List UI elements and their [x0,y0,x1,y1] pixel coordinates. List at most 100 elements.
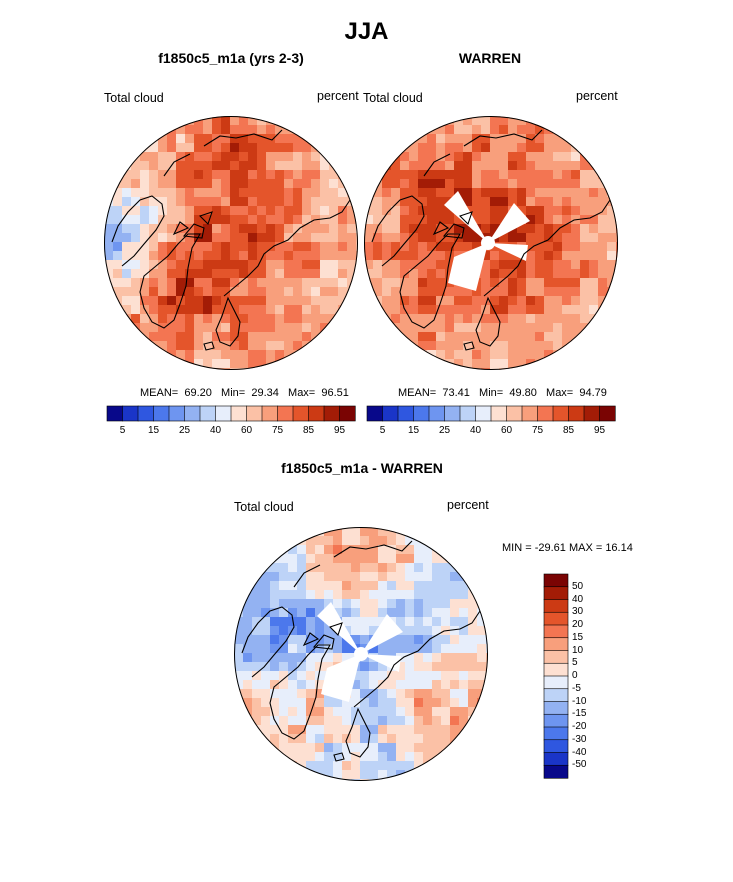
map-cell [315,545,325,555]
map-cell [499,305,509,315]
map-cell [360,770,370,780]
map-cell [589,260,599,270]
map-cell [535,188,545,198]
map-cell [526,197,536,207]
map-cell [544,233,554,243]
map-cell [490,350,500,360]
map-cell [378,743,388,753]
map-cell [342,527,352,537]
map-cell [450,680,460,690]
map-cell [320,251,330,261]
map-cell [526,269,536,279]
map-cell [535,125,545,135]
map-cell [517,197,527,207]
map-cell [400,251,410,261]
map-cell [598,287,608,297]
map-cell [562,197,572,207]
map-cell [315,644,325,654]
map-cell [535,242,545,252]
map-cell [544,215,554,225]
map-cell [387,608,397,618]
map-cell [391,296,401,306]
map-cell [351,626,361,636]
map-cell [436,170,446,180]
map-cell [571,143,581,153]
map-cell [553,143,563,153]
map-cell [364,197,374,207]
map-cell [275,215,285,225]
map-cell [203,323,213,333]
map-cell [221,260,231,270]
map-cell [230,152,240,162]
coastline [333,752,345,762]
map-cell [284,143,294,153]
map-cell [589,224,599,234]
map-cell [293,323,303,333]
map-cell [481,359,491,369]
map-cell [293,179,303,189]
map-cell [472,143,482,153]
map-cell [131,188,141,198]
map-cell [221,206,231,216]
map-cell [342,581,352,591]
map-cell [239,188,249,198]
map-cell [257,287,267,297]
map-cell [311,206,321,216]
map-cell [302,296,312,306]
map-cell [450,590,460,600]
colorbar-tick-label: -40 [572,746,587,758]
map-cell [342,770,352,780]
map-cell [203,314,213,324]
map-cell [463,188,473,198]
map-cell [526,134,536,144]
map-cell [311,143,321,153]
map-cell [373,197,383,207]
map-cell [508,296,518,306]
map-cell [378,698,388,708]
colorbar-tick-label: -30 [572,733,587,745]
map-cell [131,242,141,252]
map-cell [266,224,276,234]
map-cell [306,752,316,762]
map-cell [364,242,374,252]
map-cell [320,269,330,279]
map-cell [490,224,500,234]
map-cell [140,197,150,207]
map-cell [212,125,222,135]
map-cell [481,323,491,333]
map-cell [490,197,500,207]
map-cell [212,233,222,243]
panel1-stats: MEAN= 69.20 Min= 29.34 Max= 96.51 [140,387,349,399]
map-cell [432,608,442,618]
map-cell [257,314,267,324]
map-cell [432,707,442,717]
map-cell [423,545,433,555]
map-cell [441,680,451,690]
map-cell [288,689,298,699]
map-cell [122,206,132,216]
map-cell [436,197,446,207]
map-cell [131,251,141,261]
map-cell [544,197,554,207]
colorbar-swatch [106,405,124,422]
colorbar-swatch [583,405,601,422]
panel1-mean-value: 69.20 [184,387,212,399]
map-cell [297,671,307,681]
map-cell [279,671,289,681]
map-cell [544,260,554,270]
map-cell [203,341,213,351]
map-cell [266,179,276,189]
map-cell [459,644,469,654]
map-cell [275,269,285,279]
colorbar-tick-label: 60 [240,425,253,436]
map-cell [140,170,150,180]
map-cell [378,590,388,600]
map-cell [248,215,258,225]
map-cell [248,269,258,279]
map-cell [387,743,397,753]
map-cell [338,296,348,306]
panel2-stats: MEAN= 73.41 Min= 49.80 Max= 94.79 [398,387,607,399]
map-cell [459,581,469,591]
map-cell [373,260,383,270]
map-cell [324,626,334,636]
